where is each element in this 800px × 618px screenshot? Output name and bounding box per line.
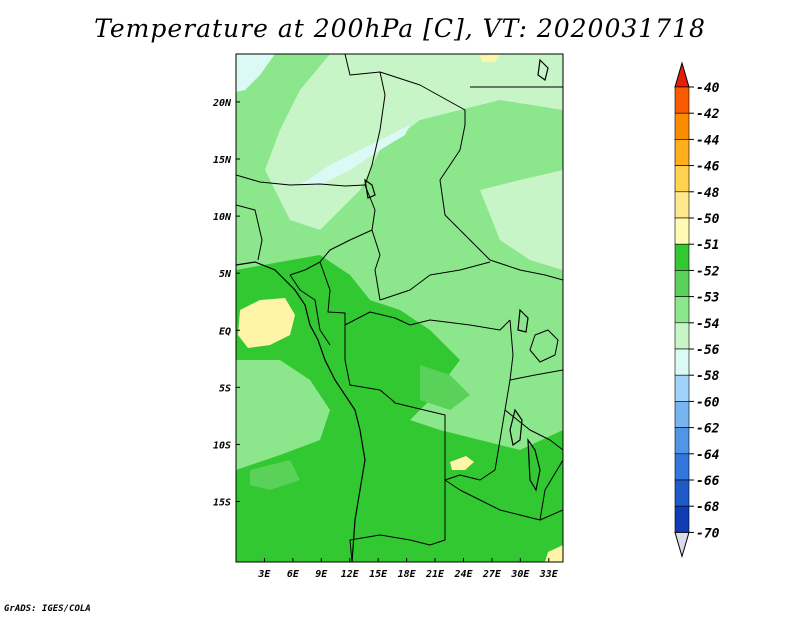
colorbar-label: -53 — [696, 291, 720, 306]
lat-tick-label: EQ — [219, 326, 231, 337]
colorbar-label: -60 — [696, 395, 720, 410]
colorbar-swatch — [674, 86, 690, 114]
field-region-south-warm — [450, 456, 474, 470]
lat-tick-label: 15N — [213, 155, 232, 166]
field-region-central-warm — [236, 255, 563, 562]
colorbar-label: -52 — [696, 264, 720, 279]
colorbar-swatch — [674, 165, 690, 193]
colorbar-swatch — [674, 401, 690, 428]
longitude-axis: 3E 6E 9E 12E 15E 18E 21E 24E 27E 30E 33E — [257, 558, 559, 580]
colorbar-label: -48 — [696, 186, 720, 201]
field-region-northeast-warm — [480, 54, 500, 62]
colorbar-label: -40 — [696, 81, 720, 96]
colorbar-top-arrow — [674, 61, 690, 88]
lon-tick-label: 24E — [453, 569, 473, 580]
lon-tick-label: 15E — [369, 569, 388, 580]
lat-tick-label: 15S — [213, 497, 231, 508]
colorbar-label: -56 — [696, 343, 720, 358]
lon-tick-label: 6E — [287, 569, 300, 580]
colorbar-label: -68 — [696, 500, 720, 515]
lon-tick-label: 33E — [539, 569, 559, 580]
country-borders — [236, 54, 563, 562]
field-region-south-mid — [420, 365, 470, 410]
colorbar-swatch — [674, 270, 690, 297]
field-region-north-pale — [236, 54, 563, 230]
colorbar-label: -58 — [696, 369, 720, 384]
coastlines-lakes — [236, 58, 549, 562]
colorbar-swatch — [674, 322, 690, 350]
grads-credit: GrADS: IGES/COLA — [4, 604, 91, 614]
lat-tick-label: 5N — [219, 269, 232, 280]
colorbar-label: -64 — [696, 448, 720, 463]
map-panel — [236, 54, 563, 562]
field-region-icy-streak — [300, 125, 410, 185]
colorbar-label: -70 — [696, 526, 720, 541]
field-region-gulf-warm — [238, 298, 295, 348]
field-region-southeast-warm — [545, 545, 563, 562]
colorbar-label: -50 — [696, 212, 720, 227]
colorbar-label: -46 — [696, 160, 720, 175]
colorbar-bottom-arrow — [674, 531, 690, 559]
lat-tick-label: 20N — [212, 98, 232, 109]
lon-tick-label: 3E — [257, 569, 271, 580]
colorbar-label: -66 — [696, 474, 720, 489]
colorbar-swatch — [674, 348, 690, 376]
lon-tick-label: 30E — [510, 569, 530, 580]
colorbar-label: -54 — [696, 317, 720, 332]
field-region-icy-corner — [236, 54, 275, 92]
field-region-southwest-mid — [250, 460, 300, 490]
colorbar-swatch — [674, 191, 690, 219]
chart-title: Temperature at 200hPa [C], VT: 202003171… — [94, 14, 706, 43]
colorbar-label: -44 — [696, 133, 720, 148]
lat-tick-label: 5S — [219, 383, 231, 394]
colorbar-swatch — [674, 296, 690, 324]
colorbar-swatch — [674, 139, 690, 166]
colorbar-swatch — [674, 112, 690, 140]
colorbar: -40 -42 -44 -46 -48 -50 -51 -52 -53 -54 -56 -58 -60 -… — [674, 61, 720, 559]
colorbar-swatch — [674, 427, 690, 455]
colorbar-label: -42 — [696, 107, 720, 122]
lon-tick-label: 21E — [425, 569, 445, 580]
colorbar-label: -51 — [696, 238, 719, 253]
lon-tick-label: 18E — [398, 569, 417, 580]
lon-tick-label: 12E — [341, 569, 360, 580]
lon-tick-label: 9E — [315, 569, 328, 580]
lon-tick-label: 27E — [482, 569, 502, 580]
colorbar-swatch — [674, 505, 690, 533]
map-frame — [235, 53, 564, 563]
colorbar-swatch — [674, 479, 690, 507]
latitude-axis: 20N 15N 10N 5N EQ 5S 10S 15S — [212, 98, 240, 508]
colorbar-swatch — [674, 453, 690, 481]
lat-tick-label: 10S — [213, 440, 231, 451]
colorbar-swatch — [674, 217, 690, 245]
field-region-east-pale — [480, 170, 563, 270]
lat-tick-label: 10N — [213, 212, 232, 223]
colorbar-swatch — [674, 243, 690, 271]
colorbar-label: -62 — [696, 422, 720, 437]
colorbar-swatch — [674, 374, 690, 402]
